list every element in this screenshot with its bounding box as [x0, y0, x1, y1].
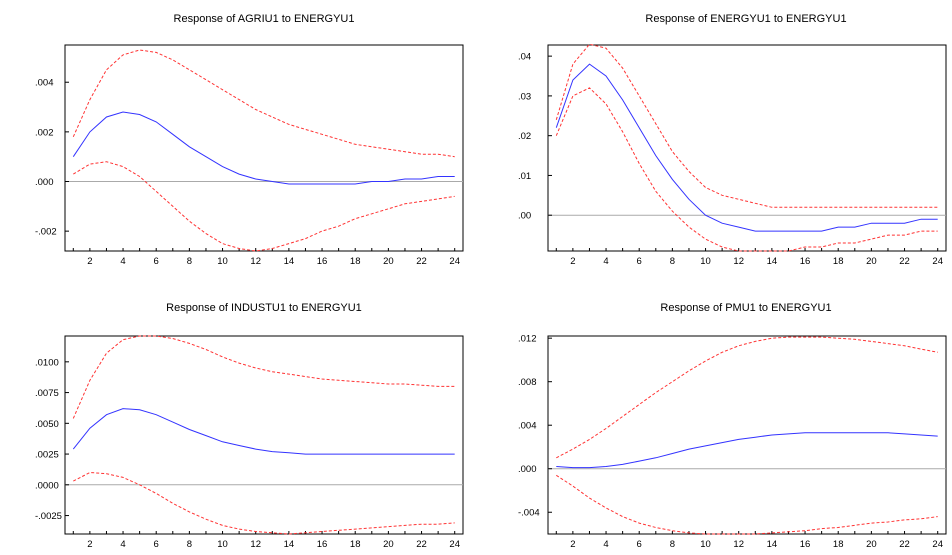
x-tick-label: 20 — [866, 539, 877, 550]
x-tick-label: 24 — [932, 539, 943, 550]
impulse-response-line — [72, 111, 455, 185]
x-tick-label: 2 — [87, 256, 92, 267]
x-tick-label: 2 — [87, 539, 92, 550]
confidence-band-line — [72, 49, 455, 158]
x-tick-label: 6 — [637, 539, 642, 550]
x-tick-label: 16 — [317, 256, 328, 267]
x-tick-label: 14 — [284, 539, 295, 550]
y-tick-label: .000 — [35, 177, 54, 188]
x-tick-label: 10 — [700, 539, 711, 550]
x-tick-label: 6 — [154, 539, 159, 550]
y-tick-label: .0025 — [35, 450, 59, 461]
y-tick-label: .01 — [518, 171, 531, 182]
y-tick-label: .02 — [518, 131, 531, 142]
x-tick-label: 22 — [416, 539, 427, 550]
x-tick-label: 20 — [866, 256, 877, 267]
confidence-band-line — [556, 474, 938, 535]
impulse-response-line — [555, 63, 938, 232]
panel-agriu1-response: Response of AGRIU1 to ENERGYU1 2 4 6 8 10 12 1… — [35, 13, 464, 267]
x-tick-label: 4 — [603, 256, 608, 267]
x-tick-label: 14 — [767, 256, 778, 267]
y-tick-label: .0000 — [35, 480, 59, 491]
y-tick-label: .0100 — [35, 357, 59, 368]
y-tick-label: .008 — [518, 377, 537, 388]
confidence-band-line — [72, 335, 455, 419]
plot-frame — [64, 335, 464, 535]
impulse-response-line — [72, 408, 455, 455]
x-tick-label: 8 — [187, 256, 192, 267]
panel-title: Response of PMU1 to ENERGYU1 — [660, 302, 831, 314]
x-tick-label: 18 — [833, 256, 844, 267]
x-tick-label: 20 — [383, 539, 394, 550]
x-tick-label: 24 — [932, 256, 943, 267]
x-tick-label: 8 — [670, 256, 675, 267]
panel-pmu1-response: Response of PMU1 to ENERGYU1 2 4 6 8 10 12 14 1… — [518, 302, 947, 550]
x-tick-label: 16 — [800, 539, 811, 550]
x-tick-label: 18 — [833, 539, 844, 550]
x-tick-label: 12 — [250, 256, 261, 267]
panel-title: Response of INDUSTU1 to ENERGYU1 — [166, 302, 362, 314]
x-tick-label: 6 — [154, 256, 159, 267]
x-tick-label: 8 — [187, 539, 192, 550]
x-tick-label: 18 — [350, 256, 361, 267]
y-tick-label: .00 — [518, 211, 531, 222]
panel-title: Response of AGRIU1 to ENERGYU1 — [174, 13, 355, 25]
x-tick-label: 10 — [700, 256, 711, 267]
x-tick-label: 22 — [416, 256, 427, 267]
x-tick-label: 14 — [284, 256, 295, 267]
y-tick-label: .012 — [518, 334, 537, 345]
confidence-band-line — [555, 87, 938, 252]
x-tick-label: 4 — [120, 256, 125, 267]
y-tick-label: .004 — [35, 78, 54, 89]
x-tick-label: 20 — [383, 256, 394, 267]
y-tick-label: -.002 — [35, 227, 57, 238]
x-tick-label: 18 — [350, 539, 361, 550]
x-tick-label: 4 — [603, 539, 608, 550]
confidence-band-line — [73, 161, 455, 252]
y-tick-label: .03 — [518, 91, 531, 102]
x-tick-label: 10 — [217, 539, 228, 550]
x-tick-label: 14 — [767, 539, 778, 550]
x-tick-label: 24 — [449, 539, 460, 550]
y-tick-label: .0075 — [35, 388, 59, 399]
x-tick-label: 22 — [899, 256, 910, 267]
x-tick-label: 10 — [217, 256, 228, 267]
x-tick-label: 12 — [250, 539, 261, 550]
x-tick-label: 12 — [733, 539, 744, 550]
y-tick-label: .0050 — [35, 419, 59, 430]
y-tick-label: .04 — [518, 52, 531, 63]
panel-industu1-response: Response of INDUSTU1 to ENERGYU1 2 4 6 8 10 1… — [35, 302, 464, 550]
plot-frame — [64, 44, 464, 252]
x-tick-label: 2 — [570, 256, 575, 267]
panel-title: Response of ENERGYU1 to ENERGYU1 — [645, 13, 846, 25]
confidence-band-line — [73, 471, 455, 535]
impulse-response-line — [556, 432, 938, 469]
plot-frame — [547, 44, 947, 252]
confidence-band-line — [556, 336, 938, 459]
y-tick-label: -.004 — [518, 508, 540, 519]
confidence-band-line — [555, 43, 938, 208]
x-tick-label: 16 — [800, 256, 811, 267]
x-tick-label: 4 — [120, 539, 125, 550]
y-tick-label: .000 — [518, 464, 537, 475]
x-tick-label: 24 — [449, 256, 460, 267]
x-tick-label: 16 — [317, 539, 328, 550]
x-tick-label: 8 — [670, 539, 675, 550]
x-tick-label: 6 — [637, 256, 642, 267]
y-tick-label: .004 — [518, 421, 537, 432]
y-tick-label: -.0025 — [35, 511, 62, 522]
y-tick-label: .002 — [35, 127, 54, 138]
x-tick-label: 2 — [570, 539, 575, 550]
x-tick-label: 22 — [899, 539, 910, 550]
x-tick-label: 12 — [733, 256, 744, 267]
panel-energyu1-response: Response of ENERGYU1 to ENERGYU1 2 4 6 8 10 1… — [518, 13, 947, 267]
plot-frame — [547, 335, 947, 535]
